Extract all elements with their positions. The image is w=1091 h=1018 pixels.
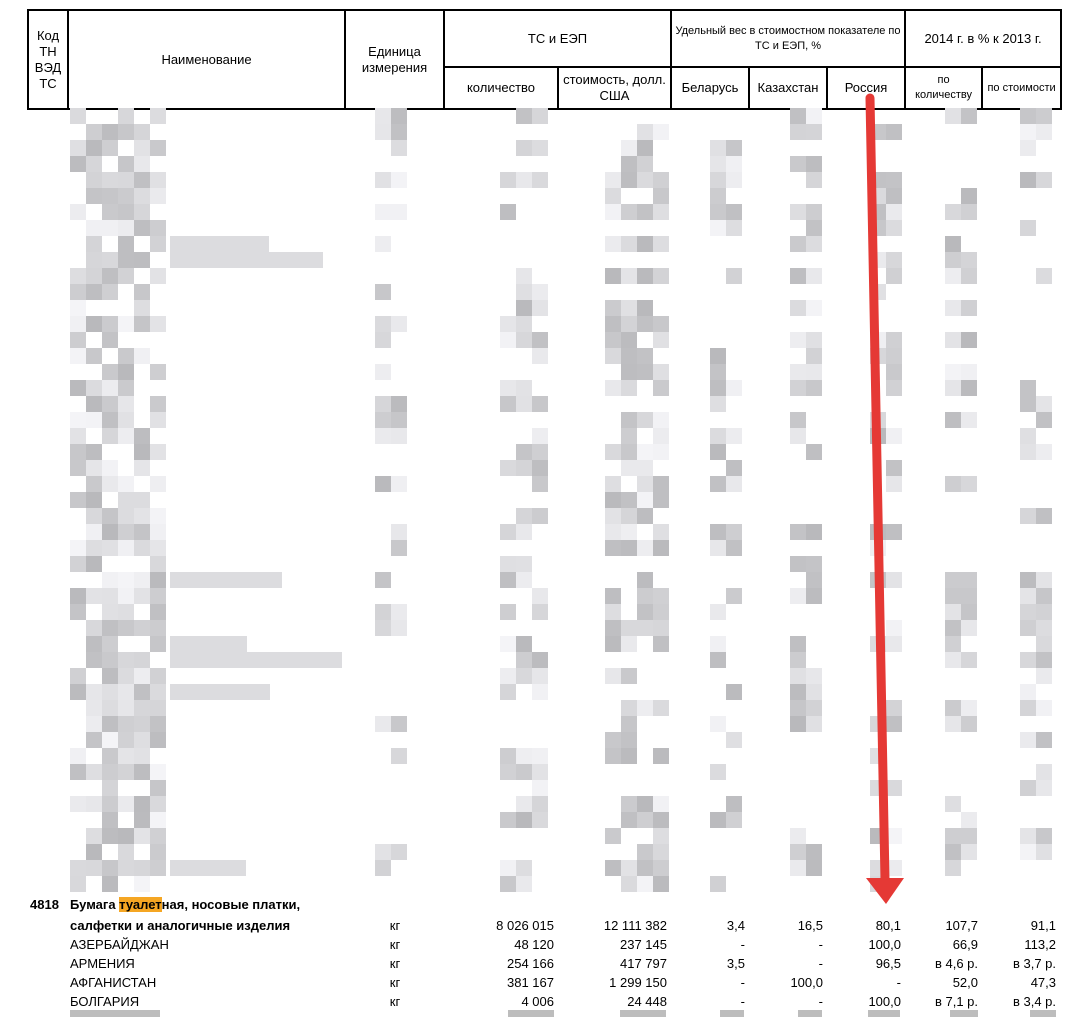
table-row: АЗЕРБАЙДЖАН кг 48 120 237 145 - - 100,0 66,9 113… [20,935,1070,954]
kazakhstan-cell: - [818,994,823,1009]
unit-cell: кг [389,918,401,933]
qty-cell: 381 167 [507,975,554,990]
russia-cell: - [896,975,901,990]
russia-cell: 96,5 [875,956,901,971]
header-qty: количество [443,66,559,110]
qty-cell: 254 166 [507,956,554,971]
value-cell: 1 299 150 [609,975,667,990]
table-row: БОЛГАРИЯ кг 4 006 24 448 - - 100,0 в 7,1 р. в 3,… [20,992,1070,1011]
header-share: Удельный вес в стоимостном показателе по… [669,9,907,68]
group-title: Бумага туалетная, носовые платки, [70,895,300,914]
kazakhstan-cell: 16,5 [797,918,823,933]
pct-value-cell: 113,2 [1024,937,1056,952]
pct-value-cell: 47,3 [1030,975,1056,990]
header-by-value: по стоимости [981,66,1063,110]
group-title-row: 4818 Бумага туалетная, носовые платки, [20,895,1070,914]
table-row: АФГАНИСТАН кг 381 167 1 299 150 - 100,0 - 52,0 4… [20,973,1070,992]
belarus-cell: 3,4 [726,918,745,933]
country-name: БОЛГАРИЯ [70,994,140,1009]
kazakhstan-cell: - [818,937,823,952]
pct-value-cell: в 3,4 р. [1012,994,1056,1009]
value-cell: 417 797 [620,956,667,971]
country-name: АЗЕРБАЙДЖАН [70,937,169,952]
group-title-post: ная, носовые платки, [161,897,301,912]
table-header: Код ТН ВЭД ТС Наименование Единица измер… [27,9,1063,110]
qty-cell: 8 026 015 [496,918,554,933]
unit-cell: кг [389,937,401,952]
table-row: АРМЕНИЯ кг 254 166 417 797 3,5 - 96,5 в 4,6 р. в… [20,954,1070,973]
country-name: АФГАНИСТАН [70,975,157,990]
pct-qty-cell: в 7,1 р. [934,994,978,1009]
group-total-row: салфетки и аналогичные изделия кг 8 026 … [20,916,1070,935]
header-by-qty: по количеству [904,66,984,110]
header-belarus: Беларусь [670,66,750,110]
belarus-cell: - [740,994,745,1009]
pct-qty-cell: 66,9 [952,937,978,952]
pct-qty-cell: 52,0 [952,975,978,990]
header-value: стоимость, долл. США [557,66,672,110]
pct-value-cell: 91,1 [1030,918,1056,933]
unit-cell: кг [389,994,401,1009]
group-title-pre: Бумага [70,897,120,912]
russia-cell: 100,0 [868,994,901,1009]
pct-value-cell: в 3,7 р. [1012,956,1056,971]
value-cell: 12 111 382 [603,918,667,933]
russia-cell: 80,1 [875,918,901,933]
belarus-cell: - [740,937,745,952]
group-title-line2: салфетки и аналогичные изделия [70,918,291,933]
header-code: Код ТН ВЭД ТС [27,9,69,110]
belarus-cell: 3,5 [726,956,745,971]
highlighted-word: туалет [119,897,162,912]
unit-cell: кг [389,975,401,990]
header-kazakhstan: Казахстан [748,66,828,110]
russia-cell: 100,0 [868,937,901,952]
header-name: Наименование [67,9,346,110]
belarus-cell: - [740,975,745,990]
unit-cell: кг [389,956,401,971]
kazakhstan-cell: - [818,956,823,971]
pixelated-redacted-area [20,108,1070,896]
cut-off-row [20,1010,1070,1018]
header-pct: 2014 г. в % к 2013 г. [904,9,1063,68]
value-cell: 24 448 [627,994,667,1009]
qty-cell: 48 120 [514,937,554,952]
country-name: АРМЕНИЯ [70,956,135,971]
pct-qty-cell: 107,7 [945,918,978,933]
pct-qty-cell: в 4,6 р. [934,956,978,971]
value-cell: 237 145 [620,937,667,952]
qty-cell: 4 006 [521,994,554,1009]
header-ts-eep: ТС и ЕЭП [443,9,672,68]
header-unit: Единица измерения [344,9,445,110]
group-code: 4818 [30,897,59,912]
kazakhstan-cell: 100,0 [790,975,823,990]
